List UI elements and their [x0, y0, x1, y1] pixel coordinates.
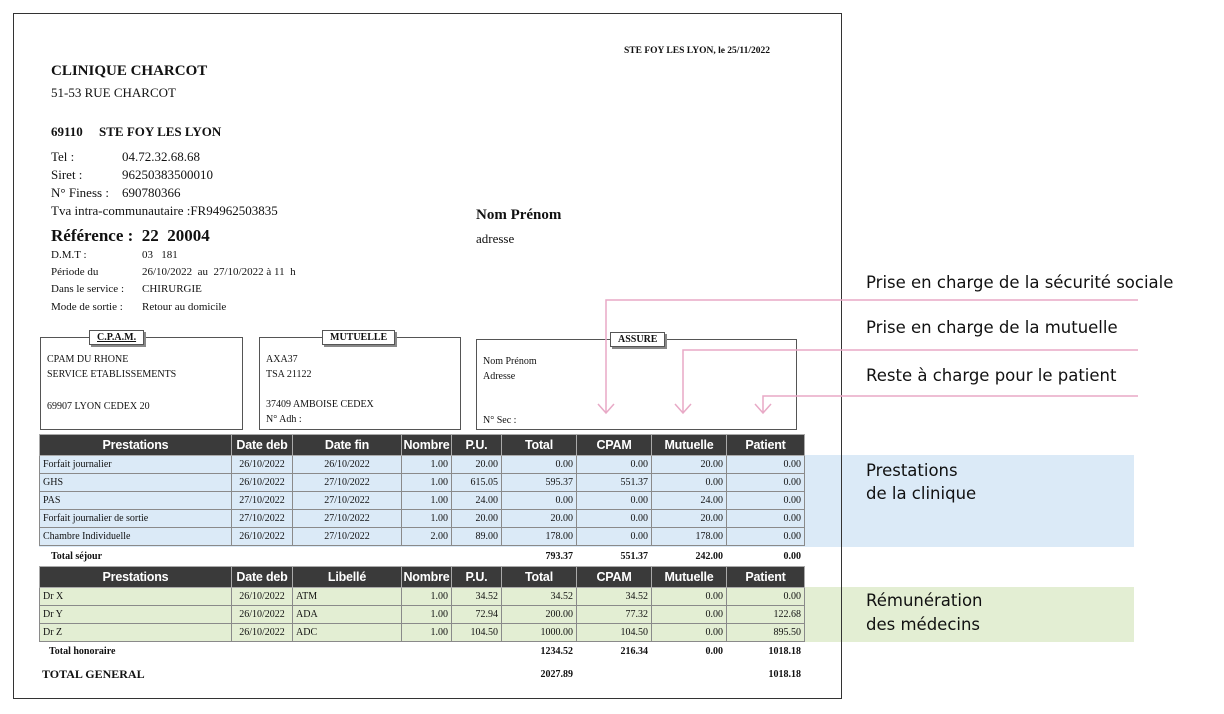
table-header-row: Prestations Date deb Date fin Nombre P.U… [39, 434, 805, 456]
siret-label: Siret : [51, 167, 83, 182]
col-header: P.U. [451, 434, 502, 456]
service-value: CHIRURGIE [142, 283, 202, 295]
col-header: P.U. [451, 566, 502, 588]
fees-total-cpam: 216.34 [620, 645, 649, 657]
exit-mode-label: Mode de sortie : [51, 301, 123, 313]
cpam-box: C.P.A.M. CPAM DU RHONE SERVICE ETABLISSE… [40, 330, 243, 430]
grand-total-value: 2027.89 [540, 668, 574, 680]
mutuelle-box: MUTUELLE AXA37 TSA 21122 37409 AMBOISE C… [259, 330, 461, 430]
finess-value: 690780366 [122, 185, 181, 200]
mutuelle-line-3: 37409 AMBOISE CEDEX [266, 399, 374, 410]
tva-number: Tva intra-communautaire :FR94962503835 [51, 203, 278, 218]
table-cell: 26/10/2022 [231, 623, 293, 642]
assure-box: ASSURE Nom Prénom Adresse N° Sec : [476, 332, 797, 430]
stay-total-row: Total séjour 793.37 551.37 242.00 0.00 [39, 547, 804, 565]
tel-value: 04.72.32.68.68 [122, 149, 200, 164]
securite-sociale-arrow [605, 299, 1138, 412]
col-header: Total [501, 566, 577, 588]
service-label: Dans le service : [51, 283, 124, 295]
stay-total-mutuelle: 242.00 [695, 550, 724, 562]
table-cell: 178.00 [501, 527, 577, 546]
grand-total-patient: 1018.18 [768, 668, 802, 680]
annotation-prestations-line2: de la clinique [866, 484, 977, 503]
cpam-line-3: 69907 LYON CEDEX 20 [47, 401, 150, 412]
annotation-remuneration-line2: des médecins [866, 615, 981, 634]
assure-box-title: ASSURE [610, 332, 666, 347]
stay-total-label: Total séjour [51, 550, 103, 562]
clinic-street: 51-53 RUE CHARCOT [51, 85, 176, 100]
table-row: Dr Z 26/10/2022 ADC 1.00 104.50 1000.00 104.50… [39, 623, 805, 642]
assure-line-2: Adresse [483, 371, 516, 382]
tel-label: Tel : [51, 149, 75, 164]
stay-total-patient: 0.00 [783, 550, 802, 562]
clinic-name: CLINIQUE CHARCOT [51, 63, 208, 79]
cpam-line-1: CPAM DU RHONE [47, 354, 129, 365]
stay-total-cpam: 551.37 [620, 550, 649, 562]
stay-total-value: 793.37 [545, 550, 574, 562]
mutuelle-line-2: TSA 21122 [266, 369, 312, 380]
table-cell: ADC [292, 623, 402, 642]
annotation-patient: Reste à charge pour le patient [866, 366, 1117, 385]
recipient-name: Nom Prénom [476, 207, 562, 223]
doctors-fees-table: Prestations Date deb Libellé Nombre P.U.… [39, 566, 805, 642]
table-row: Chambre Individuelle 26/10/2022 27/10/2022… [39, 527, 805, 546]
table-cell: 104.50 [451, 623, 502, 642]
reference-number: Référence : 22 20004 [51, 226, 210, 245]
col-header: Mutuelle [651, 434, 727, 456]
table-cell: 1000.00 [501, 623, 577, 642]
table-cell: 895.50 [726, 623, 805, 642]
patient-arrow [762, 395, 1138, 412]
invoice-sheet [13, 13, 842, 699]
col-header: CPAM [576, 434, 652, 456]
grand-total-row: TOTAL GENERAL 2027.89 1018.18 [39, 664, 804, 684]
col-header: Nombre [401, 566, 452, 588]
dmt-value: 03 181 [142, 249, 178, 261]
annotation-remuneration-line1: Rémunération [866, 591, 983, 610]
mutuelle-arrow [682, 349, 1138, 412]
grand-total-label: TOTAL GENERAL [42, 666, 145, 681]
table-row: Forfait journalier de sortie 27/10/2022 27… [39, 509, 805, 528]
arrowhead [597, 403, 615, 415]
col-header: Date deb [231, 566, 293, 588]
fees-total-row: Total honoraire 1234.52 216.34 0.00 1018… [39, 642, 804, 660]
exit-mode-value: Retour au domicile [142, 301, 227, 313]
finess-label: N° Finess : [51, 185, 109, 200]
clinic-postcode-city: 69110 STE FOY LES LYON [51, 124, 222, 139]
period-value: 26/10/2022 au 27/10/2022 à 11 h [142, 266, 296, 278]
fees-total-mutuelle: 0.00 [705, 645, 724, 657]
fees-total-patient: 1018.18 [768, 645, 802, 657]
table-row: Dr X 26/10/2022 ATM 1.00 34.52 34.52 34.52 0.00… [39, 587, 805, 606]
annotation-prestations-line1: Prestations [866, 461, 958, 480]
mutuelle-line-4: N° Adh : [266, 414, 302, 425]
dmt-label: D.M.T : [51, 249, 87, 261]
table-cell: Dr Z [39, 623, 232, 642]
arrowhead [674, 403, 692, 415]
siret-value: 96250383500010 [122, 167, 213, 182]
annotation-securite-sociale: Prise en charge de la sécurité sociale [866, 273, 1174, 292]
table-cell: 0.00 [726, 527, 805, 546]
fees-total-value: 1234.52 [540, 645, 574, 657]
table-header-row: Prestations Date deb Libellé Nombre P.U.… [39, 566, 805, 588]
col-header: Date deb [231, 434, 293, 456]
col-header: Mutuelle [651, 566, 727, 588]
arrowhead [754, 403, 772, 415]
mutuelle-box-title: MUTUELLE [322, 330, 396, 345]
recipient-address: adresse [476, 231, 515, 246]
col-header: Prestations [39, 566, 232, 588]
city-date: STE FOY LES LYON, le 25/11/2022 [624, 46, 771, 56]
assure-line-1: Nom Prénom [483, 356, 537, 367]
period-label: Période du [51, 266, 99, 278]
annotation-mutuelle: Prise en charge de la mutuelle [866, 318, 1118, 337]
cpam-box-title: C.P.A.M. [89, 330, 145, 345]
cpam-line-2: SERVICE ETABLISSEMENTS [47, 369, 177, 380]
col-header: Prestations [39, 434, 232, 456]
mutuelle-line-1: AXA37 [266, 354, 298, 365]
fees-total-label: Total honoraire [49, 645, 116, 657]
col-header: Total [501, 434, 577, 456]
assure-line-3: N° Sec : [483, 415, 517, 426]
clinic-services-table: Prestations Date deb Date fin Nombre P.U… [39, 434, 805, 546]
